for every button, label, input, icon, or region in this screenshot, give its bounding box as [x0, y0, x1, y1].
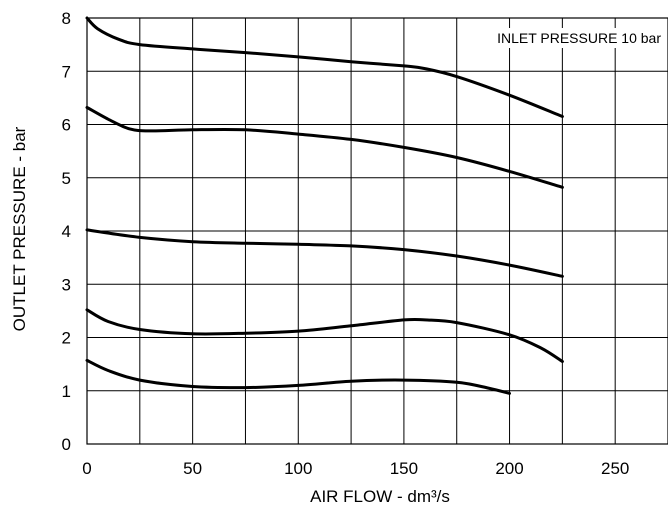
y-tick-label: 5 [62, 169, 71, 188]
plot-frame [86, 17, 668, 445]
x-tick-label: 0 [82, 459, 91, 478]
series-layer [85, 16, 564, 395]
y-tick-label: 4 [62, 222, 71, 241]
annotation-background [493, 28, 666, 48]
y-tick-label: 8 [62, 9, 71, 28]
tick-labels: 0 50 100 150 200 250 0 1 2 3 4 5 6 7 8 [62, 9, 630, 478]
y-tick-label: 3 [62, 275, 71, 294]
x-tick-label: 150 [390, 459, 418, 478]
y-axis-label: OUTLET PRESSURE - bar [10, 126, 29, 331]
x-tick-label: 250 [601, 459, 629, 478]
series-line-1 [85, 16, 564, 118]
x-tick-label: 100 [284, 459, 312, 478]
series-line-4 [85, 308, 564, 363]
y-tick-label: 0 [62, 435, 71, 454]
y-tick-label: 2 [62, 329, 71, 348]
y-tick-label: 6 [62, 116, 71, 135]
x-tick-label: 200 [495, 459, 523, 478]
annotation-inlet-pressure: INLET PRESSURE 10 bar [497, 30, 661, 46]
x-axis-label: AIR FLOW - dm³/s [310, 487, 450, 506]
series-line-2 [85, 106, 564, 189]
x-tick-label: 50 [183, 459, 202, 478]
series-line-5 [85, 358, 511, 395]
y-tick-label: 1 [62, 382, 71, 401]
series-line-3 [85, 228, 564, 278]
y-tick-label: 7 [62, 62, 71, 81]
annotation-box [493, 28, 666, 48]
